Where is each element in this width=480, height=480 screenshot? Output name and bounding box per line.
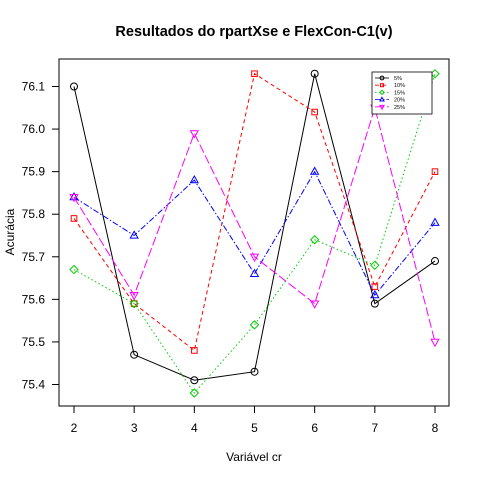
y-tick-label: 75.6 — [22, 292, 46, 306]
data-point — [309, 235, 320, 245]
legend-marker — [379, 104, 385, 111]
legend-label: 10% — [394, 83, 405, 89]
series-line — [73, 105, 436, 343]
data-point — [431, 168, 439, 175]
x-tick-label: 2 — [71, 421, 78, 435]
y-tick-label: 75.5 — [22, 335, 46, 349]
series-3 — [69, 166, 440, 299]
y-axis: 75.4 75.5 75.6 75.7 75.8 75.9 76.0 76.1 — [22, 80, 60, 392]
data-point — [249, 253, 260, 263]
legend-marker — [379, 83, 385, 88]
data-point — [69, 191, 79, 201]
data-point — [69, 264, 79, 275]
legend-marker — [379, 89, 385, 96]
data-point — [430, 217, 440, 226]
data-point — [129, 291, 139, 301]
data-point — [311, 108, 318, 116]
data-point — [130, 300, 138, 307]
legend: 5%10%15% 20%25% — [371, 71, 433, 115]
data-point — [309, 300, 320, 309]
series-line — [73, 72, 436, 352]
data-point — [249, 268, 260, 277]
data-point — [190, 376, 199, 385]
y-tick-label: 76.1 — [22, 80, 46, 94]
x-tick-label: 6 — [311, 421, 318, 435]
data-point — [129, 298, 139, 309]
legend-label: 5% — [394, 76, 402, 82]
y-tick-label: 75.7 — [22, 250, 46, 264]
data-point — [370, 289, 380, 299]
data-point — [371, 283, 379, 290]
data-point — [70, 215, 78, 222]
data-point — [189, 174, 200, 184]
data-point — [250, 367, 259, 376]
y-tick-label: 76.0 — [22, 122, 46, 136]
data-point — [370, 299, 379, 308]
y-axis-label: Acurácia — [3, 208, 17, 255]
data-point — [370, 260, 380, 271]
x-tick-label: 3 — [131, 421, 138, 435]
data-point — [251, 70, 258, 78]
series-layer — [69, 68, 440, 398]
series-line — [73, 73, 436, 381]
legend-marker — [379, 96, 385, 102]
legend-label: 15% — [394, 90, 405, 96]
series-line — [73, 170, 436, 297]
series-0 — [70, 69, 439, 385]
data-point — [309, 166, 320, 175]
x-axis: 2 3 4 5 6 7 8 — [71, 405, 439, 435]
legend-marker — [379, 75, 385, 81]
series-line — [73, 73, 436, 394]
data-point — [69, 194, 79, 203]
legend-label: 25% — [394, 105, 405, 111]
data-point — [189, 388, 200, 398]
data-point — [431, 257, 439, 266]
y-tick-label: 75.4 — [22, 378, 46, 392]
data-point — [430, 338, 440, 348]
data-point — [130, 350, 139, 359]
data-point — [249, 320, 260, 330]
series-4 — [69, 104, 440, 348]
legend-label: 20% — [394, 98, 405, 104]
x-tick-label: 5 — [251, 421, 258, 435]
data-point — [129, 230, 139, 239]
data-point — [189, 130, 200, 139]
x-tick-label: 4 — [191, 421, 198, 435]
data-point — [70, 82, 78, 91]
data-point — [310, 69, 319, 78]
y-tick-label: 75.9 — [22, 165, 46, 179]
chart-title: Resultados do rpartXse e FlexCon-C1(v) — [115, 24, 392, 40]
series-1 — [70, 70, 439, 354]
y-tick-label: 75.8 — [22, 207, 46, 221]
series-2 — [69, 68, 440, 398]
data-point — [191, 347, 198, 354]
x-tick-label: 8 — [432, 421, 439, 435]
x-tick-label: 7 — [371, 421, 378, 435]
x-axis-label: Variável cr — [226, 450, 282, 464]
